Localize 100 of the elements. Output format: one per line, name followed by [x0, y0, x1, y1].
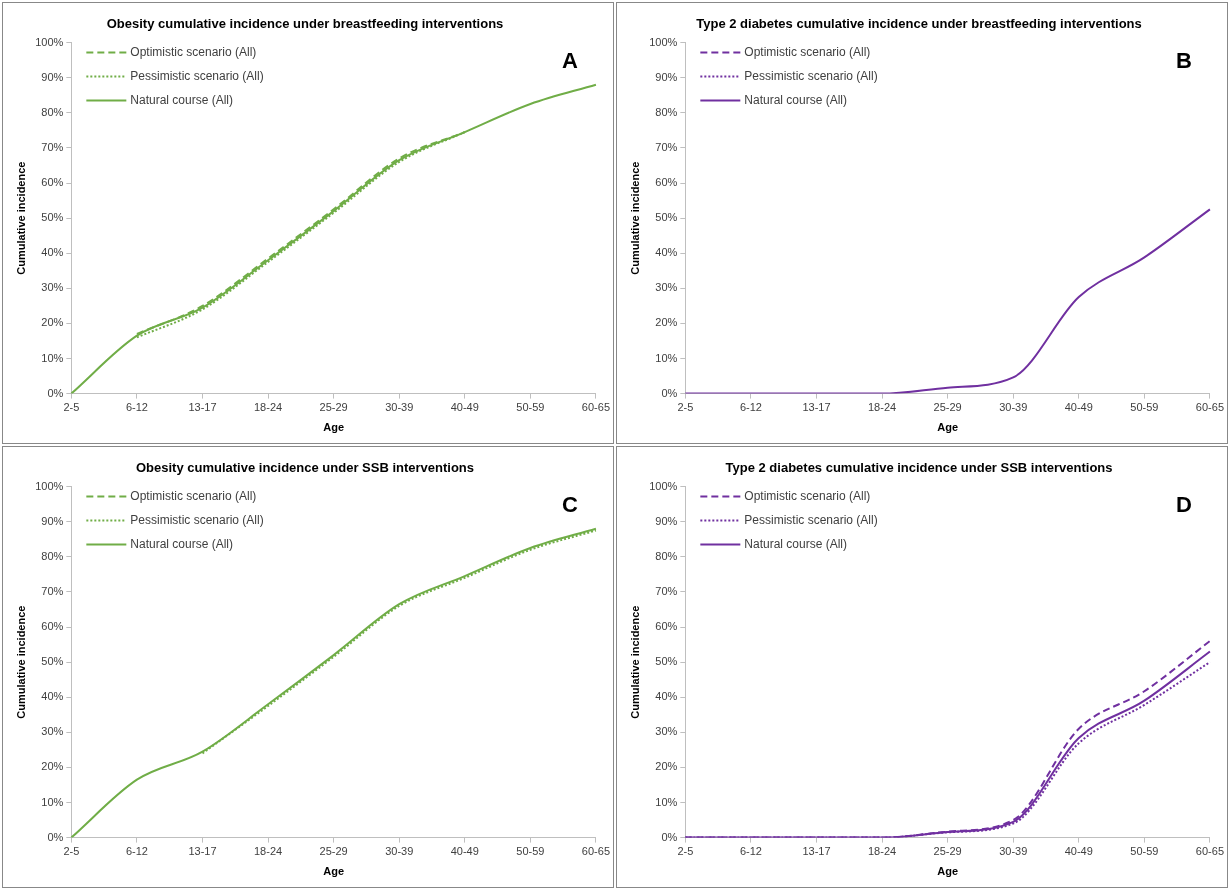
legend-label: Pessimistic scenario (All) — [130, 68, 264, 83]
y-tick-label: 40% — [655, 690, 678, 703]
y-tick-label: 100% — [649, 35, 678, 48]
x-tick-label: 18-24 — [867, 401, 897, 414]
y-tick-label: 10% — [655, 795, 678, 808]
y-tick-label: 70% — [655, 584, 678, 597]
x-tick-label: 25-29 — [319, 401, 348, 414]
annotation: A — [562, 47, 579, 73]
y-tick-label: 50% — [41, 211, 64, 224]
x-tick-label: 25-29 — [319, 845, 348, 858]
x-tick-label: 25-29 — [933, 845, 962, 858]
x-axis-title: Age — [937, 865, 959, 878]
x-tick-label: 40-49 — [450, 845, 479, 858]
y-tick-label: 80% — [41, 105, 64, 118]
y-tick-label: 100% — [35, 479, 64, 492]
y-tick-label: 60% — [41, 176, 64, 189]
y-tick-label: 10% — [41, 351, 64, 364]
y-tick-label: 30% — [655, 281, 678, 294]
x-tick-label: 40-49 — [1064, 401, 1093, 414]
x-tick-label: 2-5 — [677, 401, 694, 414]
x-tick-label: 18-24 — [253, 401, 283, 414]
chart-title: Type 2 diabetes cumulative incidence under SSB interventions — [725, 460, 1113, 476]
y-tick-label: 70% — [655, 140, 678, 153]
x-tick-label: 60-65 — [581, 401, 610, 414]
x-tick-label: 2-5 — [63, 401, 80, 414]
x-tick-label: 13-17 — [188, 401, 217, 414]
x-tick-label: 13-17 — [802, 845, 831, 858]
y-tick-label: 20% — [41, 316, 64, 329]
y-axis-title: Cumulative incidence — [14, 161, 27, 275]
x-tick-label: 25-29 — [933, 401, 962, 414]
legend-label: Pessimistic scenario (All) — [130, 512, 264, 527]
legend-label: Pessimistic scenario (All) — [744, 68, 878, 83]
y-axis-title: Cumulative incidence — [628, 161, 641, 275]
y-tick-label: 60% — [41, 620, 64, 633]
x-tick-label: 13-17 — [802, 401, 831, 414]
y-tick-label: 90% — [41, 70, 64, 83]
x-tick-label: 50-59 — [516, 401, 545, 414]
y-tick-label: 30% — [41, 281, 64, 294]
x-axis-title: Age — [323, 865, 345, 878]
y-tick-label: 80% — [655, 549, 678, 562]
y-tick-label: 20% — [41, 760, 64, 773]
x-axis-title: Age — [937, 421, 959, 434]
x-tick-label: 60-65 — [1195, 401, 1224, 414]
x-axis-title: Age — [323, 421, 345, 434]
chart-title: Type 2 diabetes cumulative incidence under breastfeeding interventions — [696, 16, 1142, 32]
y-tick-label: 60% — [655, 620, 678, 633]
x-tick-label: 30-39 — [999, 401, 1028, 414]
y-tick-label: 40% — [655, 246, 678, 259]
y-tick-label: 60% — [655, 176, 678, 189]
y-tick-label: 100% — [35, 35, 64, 48]
y-tick-label: 40% — [41, 246, 64, 259]
x-tick-label: 40-49 — [1064, 845, 1093, 858]
y-tick-label: 50% — [41, 655, 64, 668]
chart-title: Obesity cumulative incidence under SSB interventions — [135, 460, 475, 476]
y-tick-label: 90% — [41, 514, 64, 527]
x-tick-label: 6-12 — [125, 845, 148, 858]
y-tick-label: 50% — [655, 211, 678, 224]
annotation: C — [562, 491, 579, 517]
annotation: B — [1176, 47, 1192, 73]
y-axis-title: Cumulative incidence — [14, 605, 27, 719]
y-tick-label: 20% — [655, 316, 678, 329]
y-axis-title: Cumulative incidence — [628, 605, 641, 719]
y-tick-label: 70% — [41, 584, 64, 597]
x-tick-label: 30-39 — [385, 845, 414, 858]
x-tick-label: 60-65 — [1195, 845, 1224, 858]
y-tick-label: 30% — [655, 725, 678, 738]
y-tick-label: 90% — [655, 514, 678, 527]
x-tick-label: 2-5 — [677, 845, 694, 858]
y-tick-label: 80% — [655, 105, 678, 118]
legend-label: Natural course (All) — [130, 536, 234, 551]
y-tick-label: 0% — [47, 386, 64, 399]
x-tick-label: 50-59 — [1130, 401, 1159, 414]
legend-label: Natural course (All) — [744, 536, 848, 551]
y-tick-label: 10% — [41, 795, 64, 808]
y-tick-label: 70% — [41, 140, 64, 153]
y-tick-label: 30% — [41, 725, 64, 738]
y-tick-label: 20% — [655, 760, 678, 773]
y-tick-label: 0% — [661, 386, 678, 399]
x-tick-label: 50-59 — [516, 845, 545, 858]
x-tick-label: 6-12 — [739, 845, 762, 858]
x-tick-label: 2-5 — [63, 845, 80, 858]
x-tick-label: 50-59 — [1130, 845, 1159, 858]
x-tick-label: 30-39 — [999, 845, 1028, 858]
legend-label: Natural course (All) — [130, 92, 234, 107]
x-tick-label: 40-49 — [450, 401, 479, 414]
x-tick-label: 6-12 — [739, 401, 762, 414]
x-tick-label: 60-65 — [581, 845, 610, 858]
x-tick-label: 6-12 — [125, 401, 148, 414]
y-tick-label: 0% — [47, 830, 64, 843]
y-tick-label: 10% — [655, 351, 678, 364]
legend-label: Optimistic scenario (All) — [130, 488, 257, 503]
legend-label: Optimistic scenario (All) — [744, 44, 871, 59]
legend-label: Optimistic scenario (All) — [130, 44, 257, 59]
annotation: D — [1176, 491, 1192, 517]
y-tick-label: 40% — [41, 690, 64, 703]
y-tick-label: 50% — [655, 655, 678, 668]
x-tick-label: 13-17 — [188, 845, 217, 858]
chart-title: Obesity cumulative incidence under breastfeeding interventions — [106, 16, 504, 32]
y-tick-label: 80% — [41, 549, 64, 562]
y-tick-label: 100% — [649, 479, 678, 492]
